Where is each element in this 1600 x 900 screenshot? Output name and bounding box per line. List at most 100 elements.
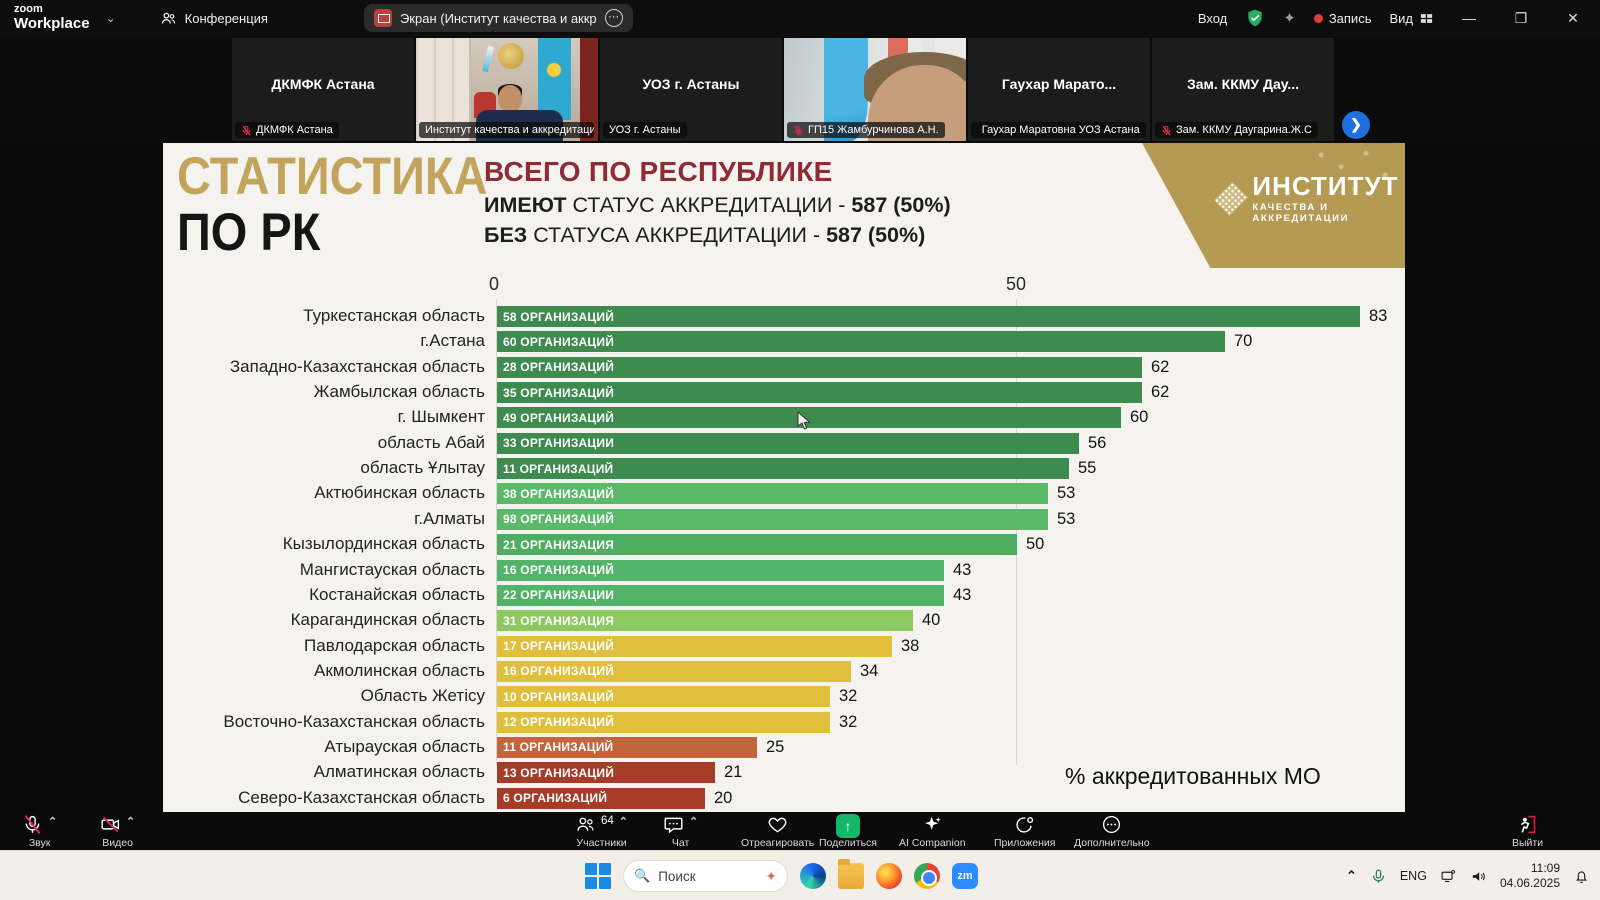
ornament-decoration xyxy=(1311,145,1401,215)
summary-line-without: БЕЗ СТАТУСА АККРЕДИТАЦИИ - 587 (50%) xyxy=(484,223,926,247)
volume-icon[interactable] xyxy=(1470,868,1487,885)
toolbar-item-label: Отреагировать xyxy=(741,837,815,849)
tab-more-icon[interactable]: ⋯ xyxy=(604,9,623,27)
region-label: Костанайская область xyxy=(309,584,485,604)
orgs-count-label: 49 ОРГАНИЗАЦИЙ xyxy=(503,410,615,425)
toolbar-item-label: Чат xyxy=(671,837,690,849)
kazakhstan-flag xyxy=(537,38,571,121)
chart-row: Атырауская область 11 ОРГАНИЗАЦИЙ 25 xyxy=(163,735,1405,760)
participant-tile[interactable]: Гаухар Марато... Гаухар Маратовна УОЗ Аст… xyxy=(968,38,1150,141)
chevron-up-icon[interactable]: ⌃ xyxy=(618,816,629,828)
muted-mic-icon xyxy=(794,125,803,135)
region-bar: 11 ОРГАНИЗАЦИЙ xyxy=(497,736,757,758)
network-icon[interactable] xyxy=(1440,868,1457,885)
participant-tile[interactable]: ГП15 Жамбурчинова А.Н. xyxy=(784,38,966,141)
chart-row: Павлодарская область 17 ОРГАНИЗАЦИЙ 38 xyxy=(163,634,1405,659)
orgs-count-label: 17 ОРГАНИЗАЦИЙ xyxy=(503,639,615,654)
toolbar-item-label: Участники xyxy=(576,837,627,849)
region-label: Атырауская область xyxy=(324,736,485,756)
tab-conference[interactable]: Конференция xyxy=(160,10,268,27)
speaker-face xyxy=(497,85,522,113)
x-axis-tick-50: 50 xyxy=(1006,274,1027,294)
participant-name-text: УОЗ г. Астаны xyxy=(609,124,681,136)
security-shield-icon[interactable] xyxy=(1245,8,1265,28)
minimize-button[interactable]: — xyxy=(1462,10,1476,26)
close-button[interactable]: ✕ xyxy=(1567,9,1579,26)
participant-name-label: Гаухар Маратовна УОЗ Астана xyxy=(971,122,1146,138)
sign-in-button[interactable]: Вход xyxy=(1197,10,1228,26)
tab-screen-share[interactable]: Экран (Институт качества и аккр ⋯ xyxy=(363,4,633,32)
participant-name-label: Институт качества и аккредитации xyxy=(419,122,594,138)
region-bar: 31 ОРГАНИЗАЦИЯ xyxy=(497,610,913,632)
participant-tile[interactable]: Зам. ККМУ Дау... Зам. ККМУ Даугарина.Ж.С xyxy=(1152,38,1334,141)
toolbar-ai-companion[interactable]: AI Companion xyxy=(899,814,966,849)
muted-mic-icon xyxy=(977,129,978,131)
language-indicator[interactable]: ENG xyxy=(1399,869,1427,883)
edge-icon[interactable] xyxy=(800,863,826,889)
institute-logo-subtitle: КАЧЕСТВА И АККРЕДИТАЦИИ xyxy=(1252,202,1350,224)
region-bar: 49 ОРГАНИЗАЦИЙ xyxy=(497,407,1121,429)
start-button[interactable] xyxy=(585,863,611,889)
participant-name-text: Зам. ККМУ Даугарина.Ж.С xyxy=(1176,124,1312,136)
zoom-app-icon[interactable]: zm xyxy=(952,863,978,889)
region-bar: 60 ОРГАНИЗАЦИЙ xyxy=(497,331,1225,353)
orgs-count-label: 38 ОРГАНИЗАЦИЙ xyxy=(503,486,615,501)
orgs-count-label: 28 ОРГАНИЗАЦИЙ xyxy=(503,360,615,375)
toolbar-выйти[interactable]: Выйти xyxy=(1512,814,1543,849)
tray-expand-icon[interactable]: ⌃ xyxy=(1345,868,1357,883)
participant-name-label: Зам. ККМУ Даугарина.Ж.С xyxy=(1155,122,1318,138)
participant-name-text: ДКМФК Астана xyxy=(256,124,333,136)
toolbar-дополнительно[interactable]: Дополнительно xyxy=(1074,814,1150,849)
chart-row: область Абай 33 ОРГАНИЗАЦИИ 56 xyxy=(163,431,1405,456)
region-label: г. Шымкент xyxy=(397,407,485,427)
ai-sparkle-icon[interactable]: ✦ xyxy=(1283,10,1296,27)
bar-value: 83 xyxy=(1369,307,1388,325)
institute-diamond-icon xyxy=(1214,181,1249,216)
bar-value: 34 xyxy=(860,661,879,680)
next-participants-button[interactable]: ❯ xyxy=(1342,111,1370,139)
participant-tile[interactable]: Институт качества и аккредитации xyxy=(416,38,598,141)
toolbar-чат[interactable]: ⌃ Чат xyxy=(663,814,698,849)
tray-mic-icon[interactable] xyxy=(1370,868,1387,885)
bar-value: 20 xyxy=(714,788,733,807)
gridline-50 xyxy=(1016,299,1017,765)
summary-title: ВСЕГО ПО РЕСПУБЛИКЕ xyxy=(484,156,833,187)
logo-line1: zoom xyxy=(14,3,43,16)
taskbar-search[interactable]: 🔍 Поиск ✦ xyxy=(623,860,788,892)
bar-value: 53 xyxy=(1057,509,1076,528)
orgs-count-label: 10 ОРГАНИЗАЦИЙ xyxy=(503,689,615,704)
region-bar: 38 ОРГАНИЗАЦИЙ xyxy=(497,483,1048,505)
notifications-icon[interactable] xyxy=(1573,868,1590,885)
toolbar-приложения[interactable]: Приложения xyxy=(994,814,1055,849)
toolbar-отреагировать[interactable]: Отреагировать xyxy=(741,814,814,849)
toolbar-item-label: Выйти xyxy=(1512,837,1544,849)
taskbar-clock[interactable]: 11:09 04.06.2025 xyxy=(1500,861,1560,891)
toolbar-item-label: Приложения xyxy=(994,837,1056,849)
region-label: Туркестанская область xyxy=(303,306,485,325)
participant-tile[interactable]: УОЗ г. Астаны УОЗ г. Астаны xyxy=(600,38,782,141)
chevron-up-icon[interactable]: ⌃ xyxy=(689,816,699,828)
toolbar-поделиться[interactable]: ↑ Поделиться xyxy=(819,814,877,849)
participant-tile[interactable]: ДКМФК Астана ДКМФК Астана xyxy=(232,38,414,141)
region-label: область Абай xyxy=(377,432,485,452)
recording-indicator[interactable]: Запись xyxy=(1313,11,1371,26)
toolbar-видео[interactable]: ⌃ Видео xyxy=(100,814,135,849)
chevron-up-icon[interactable]: ⌃ xyxy=(48,816,58,828)
toolbar-участники[interactable]: 64 ⌃ Участники xyxy=(575,814,628,849)
logo-line2: Workplace xyxy=(14,14,90,32)
region-bar: 16 ОРГАНИЗАЦИЙ xyxy=(497,660,851,682)
region-label: Северо-Казахстанская область xyxy=(238,787,485,807)
chevron-up-icon[interactable]: ⌃ xyxy=(126,816,136,828)
file-explorer-icon[interactable] xyxy=(838,859,864,889)
participant-name-label: ДКМФК Астана xyxy=(235,122,339,138)
region-label: Жамбылская область xyxy=(313,382,485,402)
firefox-icon[interactable] xyxy=(876,863,902,889)
participant-display-name: Гаухар Марато... xyxy=(1001,76,1117,92)
toolbar-звук[interactable]: ⌃ Звук xyxy=(22,814,57,849)
view-button[interactable]: Вид xyxy=(1389,11,1434,26)
chevron-down-icon[interactable]: ⌄ xyxy=(105,11,116,25)
restore-button[interactable]: ❐ xyxy=(1514,9,1528,26)
chart-row: Кызылординская область 21 ОРГАНИЗАЦИЯ 50 xyxy=(163,532,1405,557)
participant-name-label: УОЗ г. Астаны xyxy=(603,122,687,138)
chrome-icon[interactable] xyxy=(914,863,940,889)
